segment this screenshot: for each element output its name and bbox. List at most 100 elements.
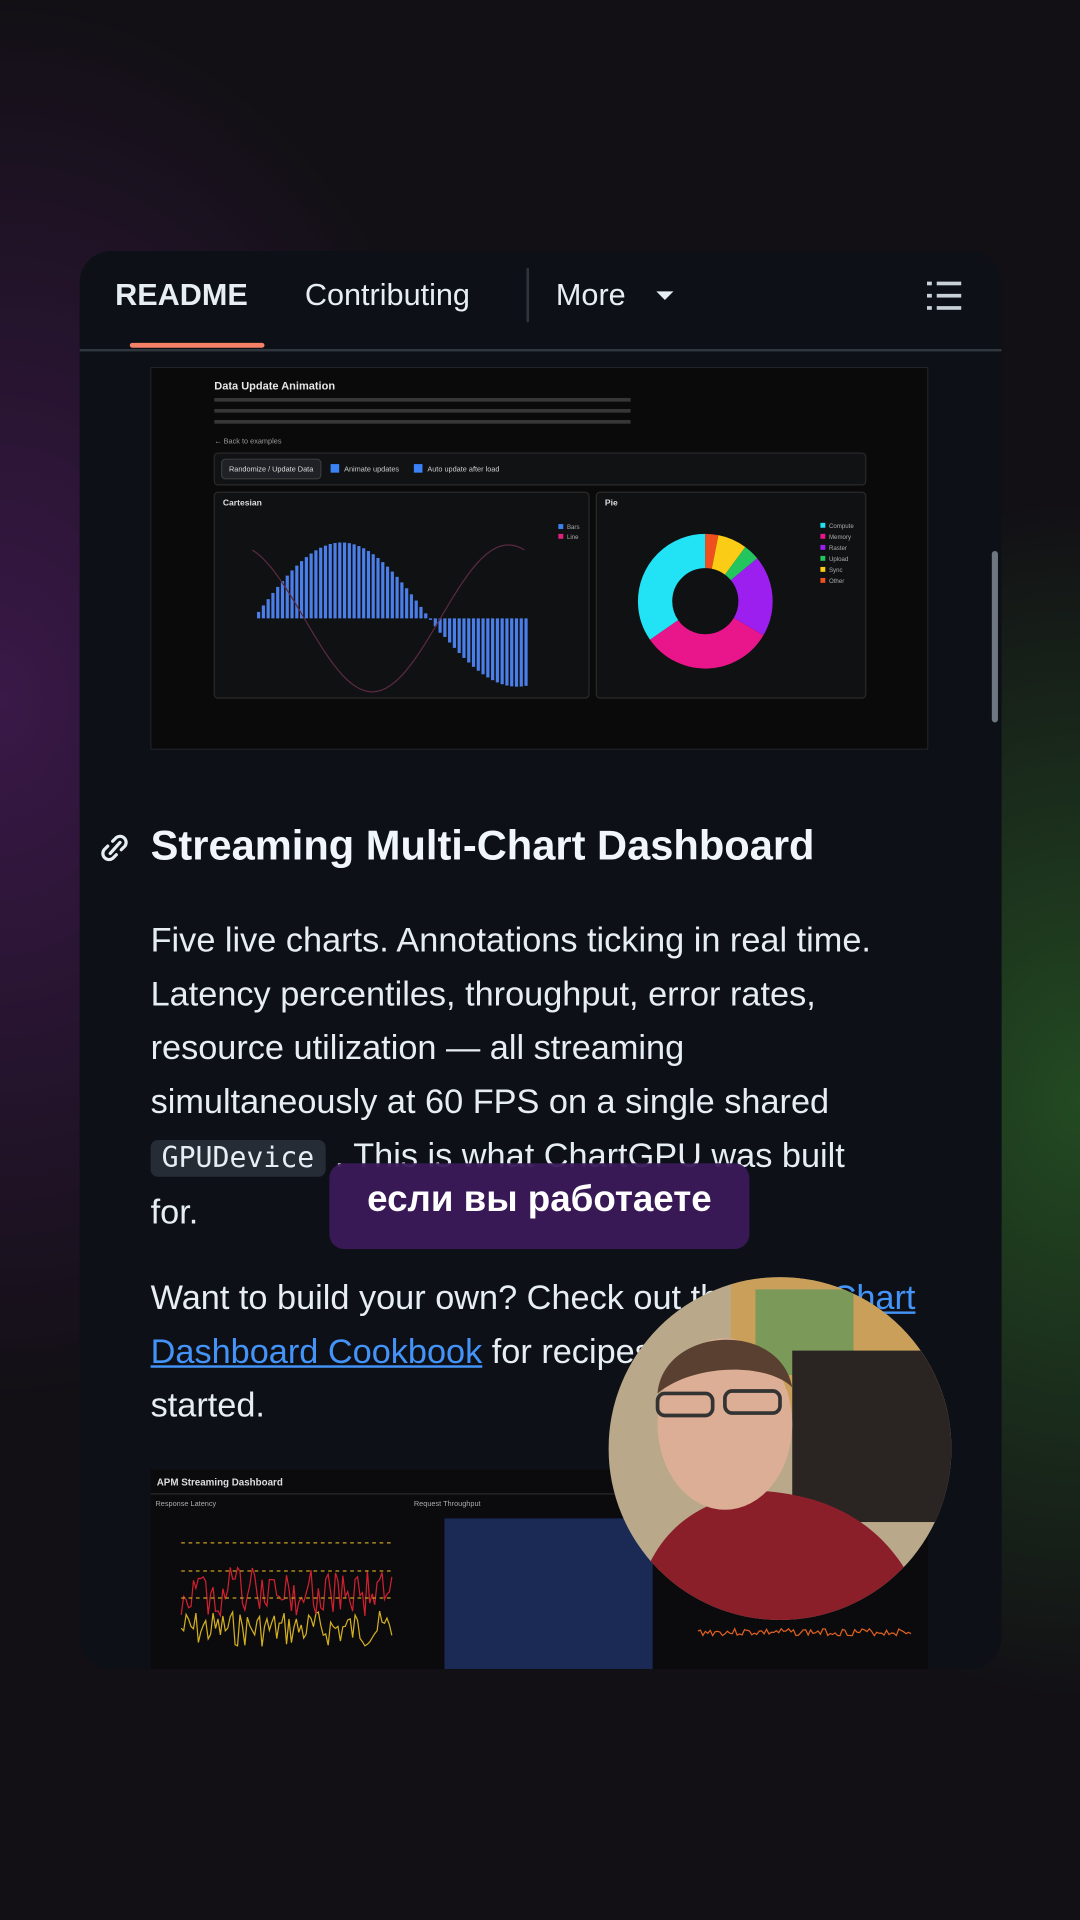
bar-decoration bbox=[328, 544, 332, 619]
bar-decoration bbox=[300, 561, 304, 619]
text-line: resource utilization — all streaming bbox=[150, 1028, 685, 1067]
dropdown-arrow[interactable] bbox=[655, 288, 675, 303]
legend-swatch bbox=[820, 533, 826, 539]
inline-code: GPUDevice bbox=[150, 1140, 326, 1177]
bar-decoration bbox=[400, 582, 404, 619]
bar-decoration bbox=[457, 618, 461, 654]
bar-decoration bbox=[304, 557, 308, 619]
area-decoration bbox=[444, 1518, 653, 1669]
legend-swatch bbox=[820, 522, 826, 528]
bar-decoration bbox=[395, 576, 399, 619]
line-decoration bbox=[180, 1609, 393, 1647]
bar-decoration bbox=[385, 566, 390, 619]
bar-decoration bbox=[433, 618, 437, 627]
text-line: simultaneously at 60 FPS on a single sha… bbox=[150, 1082, 830, 1121]
bar-decoration bbox=[371, 554, 375, 619]
legend-label: Line bbox=[567, 534, 579, 541]
bar-decoration bbox=[514, 618, 519, 687]
donut-decoration bbox=[637, 533, 773, 669]
text: Want to build your own? Check out the bbox=[150, 1278, 748, 1317]
anchor-link-icon[interactable] bbox=[98, 830, 132, 867]
outline-button[interactable] bbox=[926, 280, 964, 312]
bar-decoration bbox=[486, 618, 490, 678]
bar-decoration bbox=[276, 586, 280, 619]
donut-slice bbox=[637, 533, 773, 669]
bar-decoration bbox=[409, 594, 414, 619]
bar-decoration bbox=[390, 571, 394, 619]
bar-decoration bbox=[519, 618, 523, 687]
bar-decoration bbox=[414, 600, 418, 619]
text-line: Latency percentiles, throughput, error r… bbox=[150, 974, 816, 1013]
section-heading: Streaming Multi-Chart Dashboard bbox=[150, 822, 815, 870]
bar-decoration bbox=[424, 613, 428, 619]
legend-label: Sync bbox=[829, 567, 843, 574]
legend-label: Upload bbox=[829, 556, 848, 563]
tab[interactable]: README bbox=[115, 277, 248, 313]
bar-decoration bbox=[452, 618, 457, 648]
panel-title: Pie bbox=[605, 498, 618, 508]
checkbox[interactable] bbox=[330, 464, 340, 473]
line-decoration bbox=[180, 1566, 393, 1619]
bar-decoration bbox=[510, 618, 514, 687]
legend-swatch bbox=[558, 533, 564, 539]
bar-decoration bbox=[257, 611, 261, 619]
image-title: APM Streaming Dashboard bbox=[157, 1477, 283, 1488]
bar-decoration bbox=[462, 618, 466, 658]
button-label[interactable]: Randomize / Update Data bbox=[229, 464, 314, 473]
donut-slice bbox=[637, 533, 773, 669]
bar-decoration bbox=[257, 542, 528, 687]
line-decoration bbox=[251, 544, 525, 693]
button[interactable] bbox=[221, 458, 322, 480]
bar-decoration bbox=[342, 542, 347, 619]
bar-decoration bbox=[290, 570, 294, 619]
bar-decoration bbox=[467, 618, 471, 663]
bar-decoration bbox=[481, 618, 485, 675]
donut-slice bbox=[637, 533, 773, 669]
bar-decoration bbox=[319, 547, 323, 619]
bar-decoration bbox=[347, 543, 351, 619]
checkbox-label[interactable]: Auto update after load bbox=[427, 464, 499, 473]
bar-decoration bbox=[323, 545, 328, 619]
panel-title: Request Throughput bbox=[414, 1499, 481, 1508]
legend-label: Compute bbox=[829, 523, 854, 530]
caption-box bbox=[329, 1163, 750, 1249]
legend-swatch bbox=[820, 544, 826, 550]
pie-legend: Compute Memory Raster Upload Sync Other bbox=[820, 523, 854, 585]
bar-decoration bbox=[376, 557, 380, 619]
checkbox-label[interactable]: Animate updates bbox=[344, 464, 399, 473]
bar-decoration bbox=[500, 618, 504, 685]
bar-decoration bbox=[314, 550, 318, 619]
bar-decoration bbox=[428, 618, 433, 620]
bar-decoration bbox=[491, 618, 495, 681]
bar-decoration bbox=[471, 618, 476, 667]
active-tab-indicator bbox=[129, 342, 265, 348]
panel-title: Cartesian bbox=[223, 498, 262, 508]
bar-decoration bbox=[261, 605, 265, 619]
text-block bbox=[214, 397, 631, 402]
bar-decoration bbox=[443, 618, 447, 637]
checkbox[interactable] bbox=[413, 464, 423, 473]
bar-decoration bbox=[309, 553, 313, 619]
caption: если вы работаете bbox=[367, 1179, 712, 1220]
line-decoration bbox=[697, 1627, 912, 1637]
tab[interactable]: Contributing bbox=[304, 277, 470, 313]
toolbar bbox=[213, 452, 867, 486]
bar-decoration bbox=[357, 546, 361, 619]
tab[interactable]: More bbox=[555, 277, 626, 313]
back-link[interactable]: ← Back to examples bbox=[214, 436, 282, 445]
scrollbar bbox=[991, 551, 998, 723]
panel-title: Response Latency bbox=[156, 1499, 217, 1508]
bar-decoration bbox=[271, 592, 275, 619]
bar-decoration bbox=[476, 618, 480, 671]
bar-decoration bbox=[285, 575, 289, 619]
bar-decoration bbox=[366, 551, 371, 619]
bar-decoration bbox=[362, 548, 366, 619]
bar-decoration bbox=[333, 542, 337, 619]
bar-decoration bbox=[338, 542, 342, 619]
legend-swatch bbox=[820, 577, 826, 583]
bar-decoration bbox=[352, 544, 356, 619]
bar-decoration bbox=[505, 618, 509, 686]
legend-swatch bbox=[820, 555, 826, 561]
